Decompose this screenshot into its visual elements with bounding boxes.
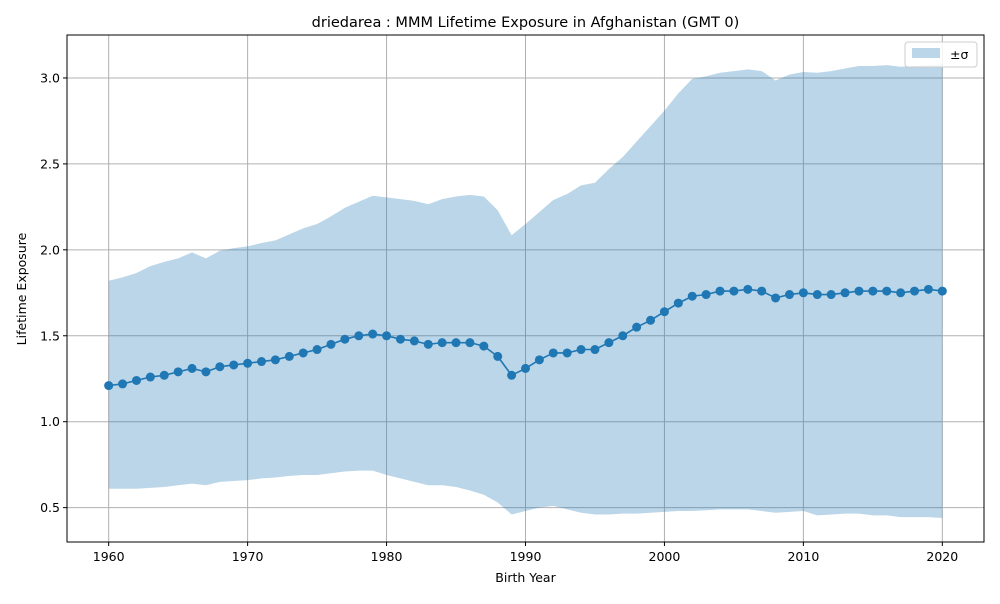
mean-point: [548, 348, 558, 358]
mean-point: [340, 334, 350, 344]
mean-point: [784, 290, 794, 300]
mean-point: [604, 338, 614, 348]
mean-point: [937, 286, 947, 296]
mean-point: [854, 286, 864, 296]
mean-point: [354, 331, 364, 341]
mean-point: [896, 288, 906, 298]
mean-point: [687, 291, 697, 301]
mean-point: [145, 372, 155, 382]
mean-point: [826, 290, 836, 300]
mean-point: [173, 367, 183, 377]
mean-point: [576, 345, 586, 355]
mean-point: [118, 379, 128, 389]
mean-point: [284, 351, 294, 361]
y-tick-label: 3.0: [40, 70, 60, 85]
mean-point: [910, 286, 920, 296]
mean-point: [882, 286, 892, 296]
sigma-band: [108, 64, 943, 518]
mean-point: [521, 363, 530, 373]
mean-point: [382, 331, 392, 341]
mean-point: [187, 363, 197, 373]
x-tick-label: 2010: [787, 549, 819, 564]
legend-box: [904, 41, 978, 68]
mean-point: [312, 345, 322, 355]
mean-point: [104, 381, 114, 391]
mean-point: [409, 336, 419, 346]
mean-point: [229, 360, 239, 370]
mean-point: [395, 334, 405, 344]
mean-point: [632, 322, 642, 332]
legend-label-sigma: ±σ: [950, 47, 968, 62]
y-axis-ticks: 0.5 1.0 1.5 2.0 2.5 3.0: [40, 70, 67, 515]
y-tick-label: 1.0: [40, 414, 60, 429]
x-tick-label: 2000: [649, 549, 681, 564]
mean-point: [243, 358, 253, 368]
mean-point: [923, 284, 933, 294]
mean-point: [771, 293, 781, 303]
mean-point: [298, 348, 308, 358]
mean-point: [618, 331, 628, 341]
mean-point: [590, 345, 600, 355]
mean-point: [715, 286, 725, 296]
x-axis-label: Birth Year: [495, 570, 556, 585]
y-tick-label: 1.5: [40, 328, 60, 343]
x-tick-label: 1970: [232, 549, 264, 564]
mean-point: [493, 351, 503, 361]
mean-point: [159, 370, 169, 380]
mean-point: [562, 348, 572, 358]
mean-point: [743, 284, 753, 294]
mean-point: [659, 307, 669, 317]
mean-point: [534, 355, 544, 365]
mean-point: [257, 357, 267, 367]
legend: ±σ: [904, 41, 978, 68]
mean-point: [507, 370, 517, 380]
mean-point: [868, 286, 878, 296]
mean-point: [270, 355, 280, 365]
mean-point: [479, 341, 489, 351]
x-tick-label: 1980: [371, 549, 403, 564]
y-tick-label: 2.5: [40, 156, 60, 171]
x-tick-label: 1960: [93, 549, 125, 564]
mean-point: [368, 329, 378, 339]
mean-point: [131, 375, 141, 385]
mean-point: [812, 290, 822, 300]
mean-point: [465, 338, 475, 348]
y-axis-label: Lifetime Exposure: [14, 232, 29, 345]
mean-point: [201, 367, 211, 377]
x-axis-ticks: 1960 1970 1980 1990 2000 2010 2020: [93, 542, 958, 564]
y-tick-label: 0.5: [40, 500, 60, 515]
mean-point: [646, 315, 656, 325]
mean-point: [798, 288, 808, 298]
chart-title: driedarea : MMM Lifetime Exposure in Afg…: [312, 15, 740, 31]
legend-swatch-sigma: [912, 48, 940, 58]
mean-point: [673, 298, 683, 308]
mean-series: [104, 284, 947, 391]
grid: [67, 35, 984, 542]
mean-point: [451, 338, 461, 348]
y-tick-label: 2.0: [40, 242, 60, 257]
sigma-band-area: [108, 64, 943, 518]
mean-point: [729, 286, 739, 296]
mean-point: [757, 286, 767, 296]
mean-point: [326, 339, 336, 349]
mean-point: [423, 339, 433, 349]
mean-point: [701, 290, 711, 300]
mean-point: [840, 288, 850, 298]
x-tick-label: 1990: [510, 549, 542, 564]
mean-point: [215, 362, 225, 372]
x-tick-label: 2020: [926, 549, 958, 564]
mean-point: [437, 338, 447, 348]
